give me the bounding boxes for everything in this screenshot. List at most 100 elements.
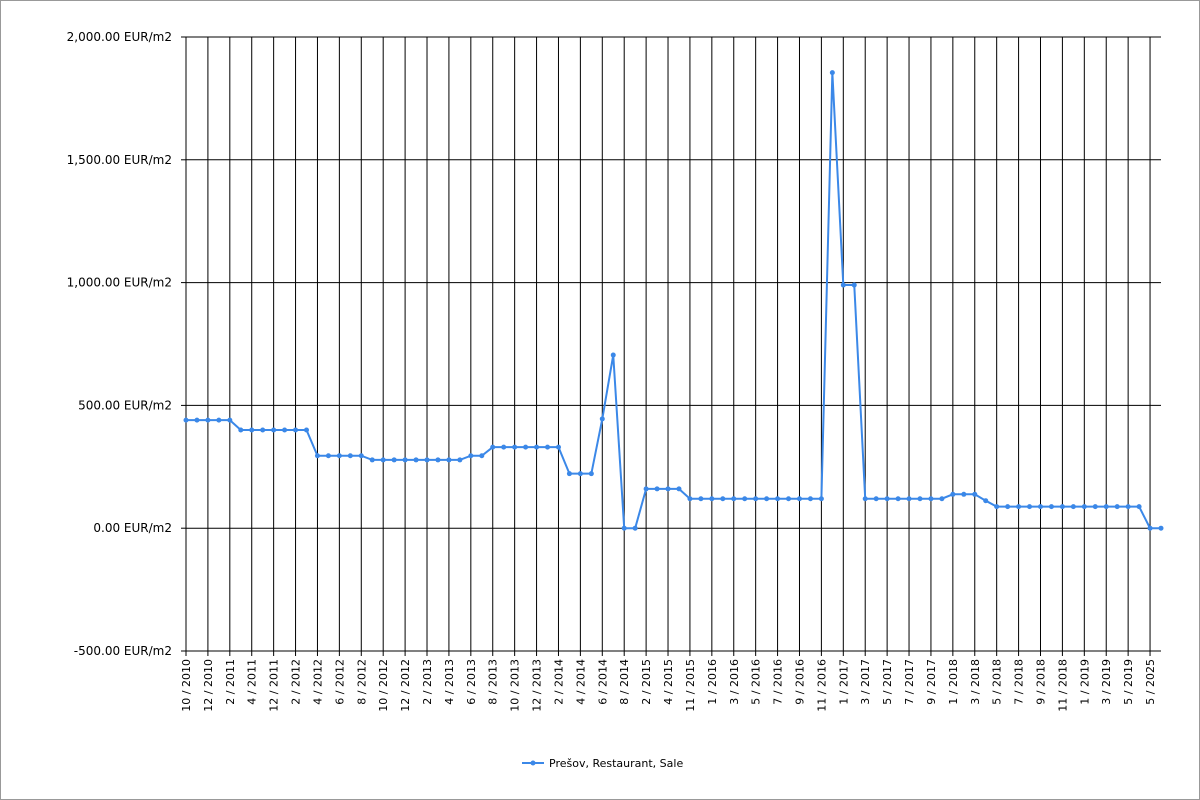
data-point: [523, 444, 529, 450]
data-point: [906, 496, 912, 502]
data-point: [961, 491, 967, 497]
data-point: [1158, 525, 1164, 531]
data-point: [402, 457, 408, 463]
x-tick-label: 11 / 2016: [815, 659, 828, 712]
x-tick-label: 8 / 2014: [618, 659, 631, 705]
x-tick-label: 10 / 2010: [180, 659, 193, 712]
x-tick-label: 2 / 2013: [421, 659, 434, 705]
x-tick-label: 5 / 2018: [991, 659, 1004, 705]
data-point: [534, 444, 540, 450]
data-point: [446, 457, 452, 463]
data-point: [720, 496, 726, 502]
x-tick-label: 6 / 2012: [333, 659, 346, 705]
data-point: [282, 427, 288, 433]
data-point: [1114, 504, 1120, 510]
data-point: [555, 444, 561, 450]
data-point: [983, 498, 989, 504]
data-point: [610, 352, 616, 358]
x-tick-label: 8 / 2012: [355, 659, 368, 705]
data-point: [807, 496, 813, 502]
x-tick-label: 5 / 2025: [1144, 659, 1157, 705]
data-point: [1037, 504, 1043, 510]
data-point: [358, 453, 364, 459]
data-point: [271, 427, 277, 433]
legend-label: Prešov, Restaurant, Sale: [549, 757, 683, 770]
data-point: [227, 417, 233, 423]
x-tick-label: 9 / 2017: [925, 659, 938, 705]
data-point: [917, 496, 923, 502]
y-tick-label: -500.00 EUR/m2: [74, 644, 172, 658]
data-point: [796, 496, 802, 502]
x-tick-label: 3 / 2017: [859, 659, 872, 705]
data-point: [1092, 504, 1098, 510]
data-point: [1147, 525, 1153, 531]
x-tick-label: 10 / 2013: [509, 659, 522, 712]
data-point: [939, 496, 945, 502]
data-point: [665, 486, 671, 492]
data-point: [577, 471, 583, 477]
x-tick-label: 1 / 2019: [1078, 659, 1091, 705]
data-point: [950, 491, 956, 497]
x-tick-label: 5 / 2016: [750, 659, 763, 705]
data-point: [862, 496, 868, 502]
data-point: [347, 453, 353, 459]
x-tick-label: 2 / 2015: [640, 659, 653, 705]
x-tick-label: 12 / 2012: [399, 659, 412, 712]
data-point: [676, 486, 682, 492]
x-tick-label: 1 / 2017: [837, 659, 850, 705]
data-point: [1125, 504, 1131, 510]
data-point: [621, 525, 627, 531]
y-tick-label: 500.00 EUR/m2: [78, 398, 172, 412]
x-tick-label: 6 / 2014: [596, 659, 609, 705]
data-point: [501, 444, 507, 450]
data-point: [698, 496, 704, 502]
data-point: [238, 427, 244, 433]
data-point: [1081, 504, 1087, 510]
x-tick-label: 5 / 2019: [1122, 659, 1135, 705]
x-tick-label: 4 / 2012: [311, 659, 324, 705]
data-point: [369, 457, 375, 463]
x-tick-label: 9 / 2018: [1034, 659, 1047, 705]
data-point: [840, 282, 846, 288]
x-tick-label: 4 / 2013: [443, 659, 456, 705]
x-tick-label: 7 / 2018: [1013, 659, 1026, 705]
data-point: [884, 496, 890, 502]
x-tick-label: 12 / 2010: [202, 659, 215, 712]
data-point: [753, 496, 759, 502]
data-point: [260, 427, 266, 433]
data-point: [1103, 504, 1109, 510]
data-point: [512, 444, 518, 450]
data-point: [851, 282, 857, 288]
data-point: [293, 427, 299, 433]
data-point: [249, 427, 255, 433]
data-point: [194, 417, 200, 423]
x-tick-label: 11 / 2015: [684, 659, 697, 712]
x-tick-label: 3 / 2016: [728, 659, 741, 705]
data-point: [457, 457, 463, 463]
data-point: [599, 416, 605, 422]
x-tick-label: 10 / 2012: [377, 659, 390, 712]
data-point: [643, 486, 649, 492]
data-point: [818, 496, 824, 502]
data-point: [1016, 504, 1022, 510]
data-point: [786, 496, 792, 502]
data-point: [994, 504, 1000, 510]
data-point: [490, 444, 496, 450]
data-point: [873, 496, 879, 502]
data-point: [183, 417, 189, 423]
data-point: [336, 453, 342, 459]
x-tick-label: 4 / 2011: [246, 659, 259, 705]
x-tick-label: 3 / 2019: [1100, 659, 1113, 705]
data-point: [216, 417, 222, 423]
data-point: [304, 427, 310, 433]
x-tick-label: 12 / 2013: [531, 659, 544, 712]
data-point: [325, 453, 331, 459]
data-point: [1048, 504, 1054, 510]
data-point: [928, 496, 934, 502]
data-point: [1136, 504, 1142, 510]
data-point: [435, 457, 441, 463]
x-tick-label: 2 / 2012: [290, 659, 303, 705]
